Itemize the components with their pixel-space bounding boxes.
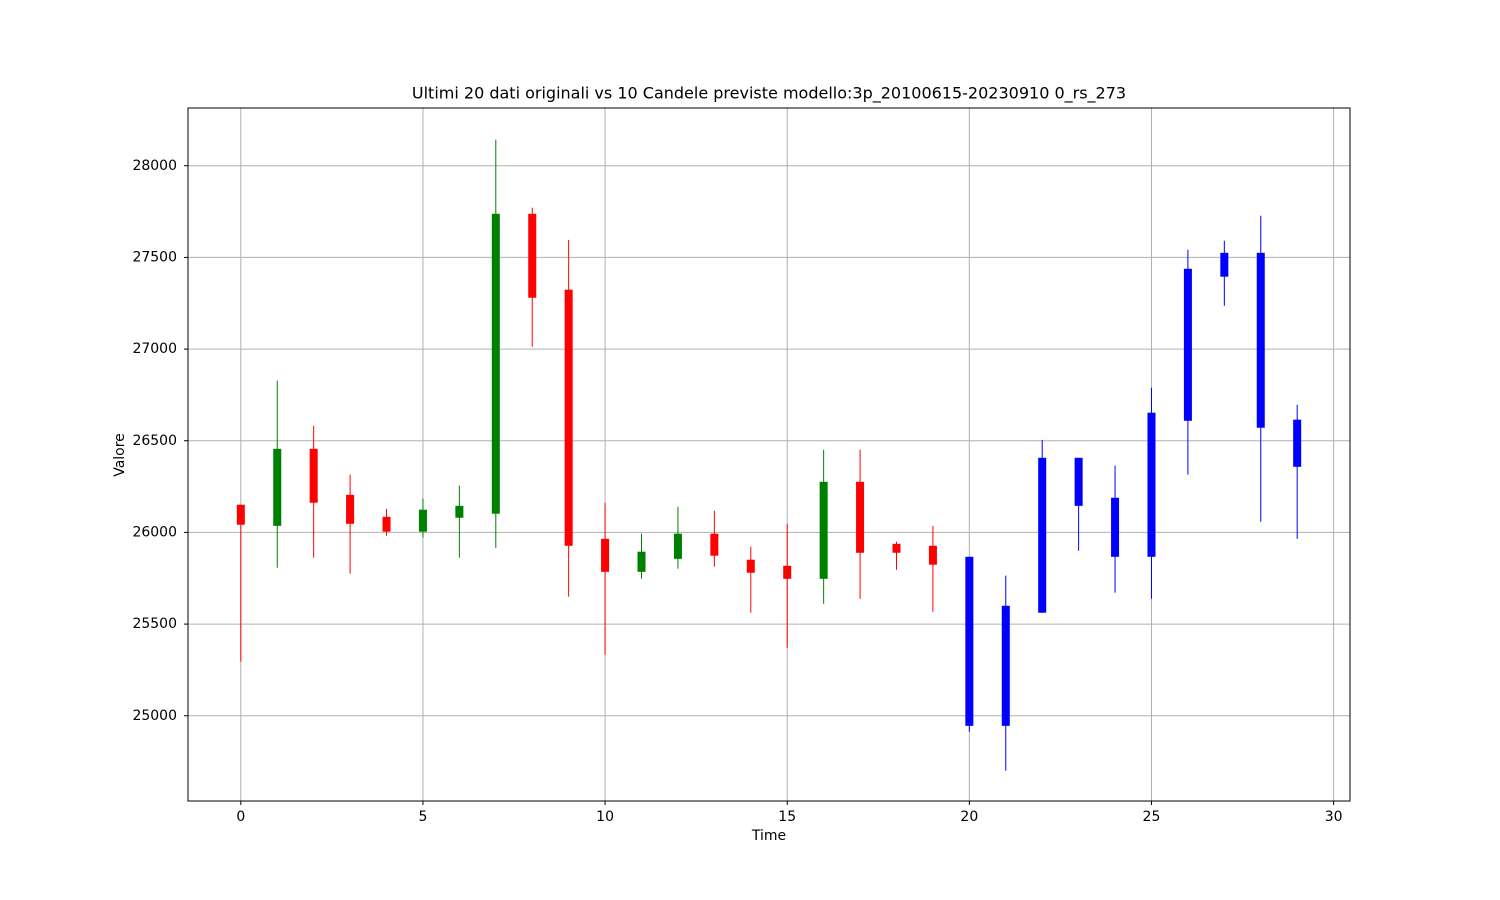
candle-body [892, 543, 901, 553]
candle-body [1293, 419, 1302, 467]
axes-frame [187, 107, 1351, 802]
x-tick-label: 10 [596, 809, 614, 825]
candle-body [1147, 412, 1156, 557]
y-tick-label: 26000 [132, 524, 177, 540]
candle-body [382, 516, 391, 532]
candle-body [491, 213, 500, 514]
candle-body [1183, 268, 1192, 421]
candle-body [928, 545, 937, 565]
y-tick-label: 27000 [132, 341, 177, 357]
y-tick-label: 25000 [132, 708, 177, 724]
x-tick-label: 5 [418, 809, 427, 825]
chart-title: Ultimi 20 dati originali vs 10 Candele p… [412, 84, 1126, 104]
candle-body [965, 556, 974, 726]
candle-body [1220, 252, 1229, 277]
candle-body [1111, 497, 1120, 557]
x-tick-label: 25 [1143, 809, 1161, 825]
candle-body [273, 448, 282, 526]
x-tick-label: 20 [960, 809, 978, 825]
candle-body [856, 481, 865, 553]
candle-body [673, 533, 682, 559]
candle-body [1256, 252, 1265, 428]
candle-body [1038, 457, 1047, 613]
candle-body [746, 559, 755, 573]
y-axis-label: Valore [112, 433, 128, 477]
y-tick-label: 27500 [132, 249, 177, 265]
candle-body [346, 494, 355, 524]
candle-body [710, 533, 719, 556]
x-tick-label: 0 [236, 809, 245, 825]
y-tick-label: 26500 [132, 433, 177, 449]
candle-body [564, 289, 573, 546]
x-tick-label: 15 [778, 809, 796, 825]
candle-body [637, 551, 646, 572]
x-axis-label: Time [751, 828, 786, 844]
candle-body [418, 509, 427, 532]
candle-body [1001, 605, 1010, 726]
candle-body [819, 481, 828, 579]
candle-body [528, 213, 537, 298]
candle-body [455, 505, 464, 518]
x-tick-label: 30 [1325, 809, 1343, 825]
y-tick-label: 28000 [132, 158, 177, 174]
candle-body [309, 448, 318, 503]
candle-body [236, 504, 245, 525]
plot-area [188, 108, 1350, 801]
y-tick-label: 25500 [132, 616, 177, 632]
candle-body [783, 565, 792, 579]
candle-body [1074, 457, 1083, 506]
candle-body [601, 538, 610, 572]
